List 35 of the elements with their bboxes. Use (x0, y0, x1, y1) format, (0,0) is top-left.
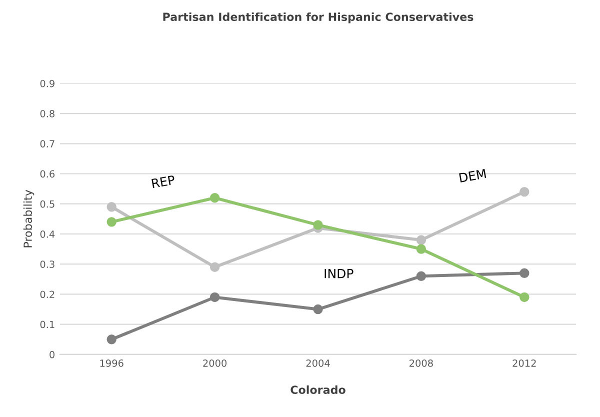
y-tick-label: 0.8 (40, 110, 54, 118)
point (210, 262, 220, 272)
point (520, 268, 530, 278)
y-tick-label: 0.5 (40, 200, 54, 208)
point (106, 334, 116, 344)
point (416, 235, 426, 245)
point (313, 220, 323, 230)
point (106, 202, 116, 212)
point (520, 186, 530, 197)
chart-title: Partisan Identification for Hispanic Conservatives (163, 12, 474, 24)
y-tick-label: 0.1 (40, 320, 54, 328)
x-axis-title: Colorado (290, 385, 346, 394)
series-label: INDP (324, 268, 354, 278)
x-tick-label: 2008 (410, 359, 433, 367)
y-tick-label: 0.9 (40, 80, 54, 88)
point (210, 192, 220, 203)
point (210, 292, 220, 302)
y-axis-title: Probability (23, 190, 34, 248)
y-tick-label: 0.4 (40, 230, 55, 238)
text: DEM (459, 168, 486, 182)
x-tick-label: 1996 (100, 359, 124, 367)
y-tick-label: 0.7 (40, 140, 54, 148)
y-tick-label: 0.2 (40, 290, 54, 298)
y-tick-label: 0.6 (40, 170, 55, 178)
y-tick-label: 0.3 (40, 260, 54, 268)
point (416, 244, 426, 254)
x-tick-label: 2000 (203, 359, 227, 367)
point (520, 292, 530, 302)
x-tick-label: 2004 (306, 359, 330, 367)
point (106, 217, 116, 227)
x-tick-label: 2012 (512, 359, 536, 367)
point (416, 271, 426, 282)
y-tick-label: 0 (50, 350, 54, 358)
point (313, 304, 323, 314)
text: REP (152, 175, 176, 188)
